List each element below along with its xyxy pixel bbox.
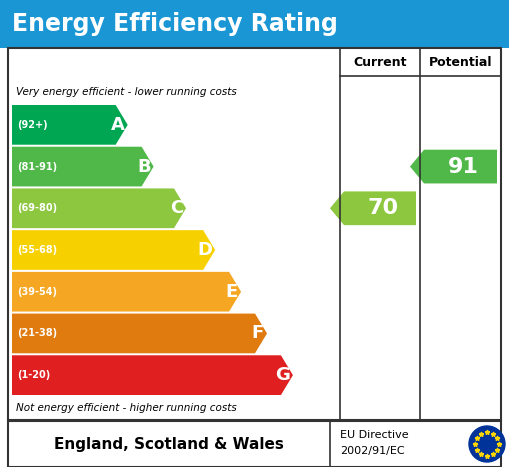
- Text: (81-91): (81-91): [17, 162, 57, 171]
- Text: Potential: Potential: [429, 56, 492, 69]
- Text: (55-68): (55-68): [17, 245, 57, 255]
- Text: (69-80): (69-80): [17, 203, 57, 213]
- Text: D: D: [197, 241, 212, 259]
- Bar: [0, 0, 509, 48]
- Text: Not energy efficient - higher running costs: Not energy efficient - higher running co…: [16, 403, 237, 413]
- Bar: [8, 421, 501, 467]
- Polygon shape: [12, 313, 267, 354]
- Polygon shape: [410, 150, 497, 184]
- Text: (39-54): (39-54): [17, 287, 57, 297]
- Text: 70: 70: [367, 198, 399, 218]
- Text: F: F: [252, 325, 264, 342]
- Text: Current: Current: [353, 56, 407, 69]
- Text: C: C: [169, 199, 183, 217]
- Circle shape: [469, 426, 505, 462]
- Text: Very energy efficient - lower running costs: Very energy efficient - lower running co…: [16, 87, 237, 97]
- Polygon shape: [12, 355, 293, 395]
- Text: England, Scotland & Wales: England, Scotland & Wales: [54, 437, 284, 452]
- Polygon shape: [12, 272, 241, 311]
- Text: 2002/91/EC: 2002/91/EC: [340, 446, 405, 456]
- Text: 91: 91: [448, 156, 479, 177]
- Text: E: E: [226, 283, 238, 301]
- Text: A: A: [111, 116, 125, 134]
- Text: B: B: [137, 157, 151, 176]
- Polygon shape: [12, 105, 128, 145]
- Polygon shape: [12, 188, 186, 228]
- Text: (1-20): (1-20): [17, 370, 50, 380]
- Polygon shape: [12, 230, 215, 270]
- Bar: [8, 48, 501, 420]
- Text: Energy Efficiency Rating: Energy Efficiency Rating: [12, 12, 338, 36]
- Text: EU Directive: EU Directive: [340, 430, 409, 440]
- Text: (92+): (92+): [17, 120, 48, 130]
- Text: G: G: [275, 366, 290, 384]
- Polygon shape: [330, 191, 416, 225]
- Text: (21-38): (21-38): [17, 328, 57, 339]
- Polygon shape: [12, 147, 154, 186]
